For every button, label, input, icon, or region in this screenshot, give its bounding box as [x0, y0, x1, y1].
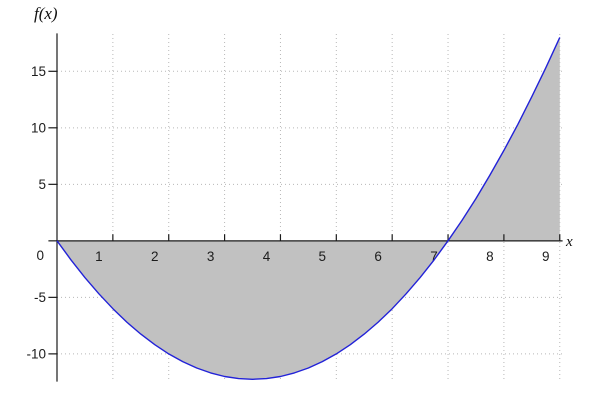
x-tick-label: 5 [319, 249, 327, 264]
y-axis-label: f(x) [34, 4, 58, 23]
y-tick-label: 15 [31, 64, 46, 79]
y-tick-label: -5 [34, 290, 46, 305]
x-tick-label: 9 [542, 249, 550, 264]
x-tick-label: 1 [95, 249, 103, 264]
x-tick-label: 2 [151, 249, 159, 264]
x-tick-label: 8 [486, 249, 494, 264]
shaded-area [57, 37, 560, 380]
x-tick-label: 4 [263, 249, 271, 264]
x-axis-label: x [566, 234, 573, 250]
origin-label: 0 [36, 248, 44, 263]
function-curve [56, 37, 561, 380]
y-tick-label: 10 [31, 120, 46, 135]
y-tick-label: 5 [38, 177, 46, 192]
y-tick-label: -10 [26, 346, 46, 361]
x-tick-label: 3 [207, 249, 215, 264]
x-tick-label: 7 [430, 249, 438, 264]
x-tick-label: 6 [374, 249, 382, 264]
